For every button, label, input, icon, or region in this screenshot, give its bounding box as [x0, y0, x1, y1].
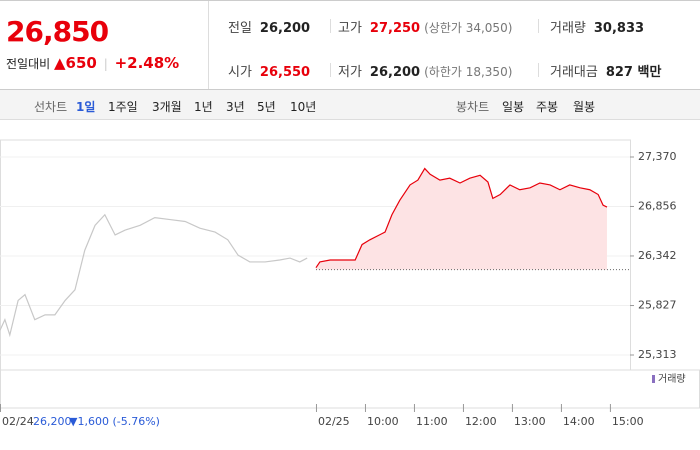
current-price-box: 26,850 전일대비 ▲650 | +2.48%	[0, 1, 209, 89]
change-rate: +2.48%	[114, 54, 180, 72]
candle-tab[interactable]: 월봉	[573, 100, 596, 114]
tab-group-label: 선차트	[34, 100, 68, 114]
x-tick-label: 02/24	[2, 415, 34, 428]
stat-value: 827 백만	[605, 65, 662, 80]
readout-price: 26,200	[33, 415, 72, 428]
y-tick-label: 25,313	[638, 348, 677, 361]
chart-tabs: 선차트 1일 1주일 3개월 1년 3년 5년 10년 봉차트 일봉 주봉 월봉	[0, 90, 700, 120]
x-tick-label: 02/25	[318, 415, 350, 428]
volume-legend-swatch	[652, 375, 655, 383]
stat: 거래량 30,833	[550, 17, 644, 36]
x-tick-label: 15:00	[612, 415, 644, 428]
y-tick-label: 26,342	[638, 249, 677, 262]
price-line	[315, 167, 608, 269]
period-tab[interactable]: 5년	[257, 100, 276, 114]
current-price: 26,850	[6, 15, 109, 48]
stat-note: (상한가 34,050)	[424, 21, 513, 35]
period-tab[interactable]: 1년	[194, 100, 213, 114]
tab-group-label: 봉차트	[456, 100, 490, 114]
period-tab[interactable]: 1주일	[108, 100, 138, 114]
stat-key: 거래대금	[550, 65, 598, 80]
area	[315, 168, 607, 270]
stat-key: 거래량	[550, 21, 586, 36]
candle-tab[interactable]: 일봉	[502, 100, 525, 114]
stat-key: 고가	[338, 21, 362, 36]
x-tick-label: 10:00	[367, 415, 399, 428]
stat: 전일 26,200	[228, 17, 310, 36]
y-tick-label: 27,370	[638, 150, 677, 163]
price-line	[0, 213, 308, 338]
x-tick-label: 13:00	[514, 415, 546, 428]
change: ▲650	[54, 54, 97, 72]
stat: 고가 27,250 (상한가 34,050)	[338, 17, 512, 36]
readout-change: ▼1,600 (-5.76%)	[69, 415, 160, 428]
stat-key: 시가	[228, 65, 252, 80]
stat-key: 전일	[228, 21, 252, 36]
stat-value: 26,200	[259, 21, 311, 36]
volume-frame	[0, 369, 700, 409]
volume-legend: 거래량	[658, 373, 686, 385]
period-tab[interactable]: 3개월	[152, 100, 182, 114]
period-tab[interactable]: 3년	[226, 100, 245, 114]
period-tab[interactable]: 10년	[290, 100, 317, 114]
stat-value: 27,250	[369, 21, 421, 36]
change-row: 전일대비 ▲650 | +2.48%	[6, 54, 180, 72]
stat-value: 30,833	[593, 21, 645, 36]
stat: 저가 26,200 (하한가 18,350)	[338, 61, 512, 80]
change-label: 전일대비	[6, 57, 51, 71]
chart: 27,370 26,856 26,342 25,827 25,313 거래량 02/24 02…	[0, 139, 700, 428]
stat: 시가 26,550	[228, 61, 310, 80]
stat-value: 26,550	[259, 65, 311, 80]
stat: 거래대금 827 백만	[550, 61, 661, 80]
stat-note: (하한가 18,350)	[424, 65, 513, 79]
x-tick-label: 11:00	[416, 415, 448, 428]
stat-key: 저가	[338, 65, 362, 80]
y-tick-label: 25,827	[638, 299, 677, 312]
period-tab[interactable]: 1일	[76, 100, 96, 114]
y-tick-label: 26,856	[638, 199, 677, 212]
quote-header: 26,850 전일대비 ▲650 | +2.48% 전일 26,200 고가 27,…	[0, 0, 700, 90]
x-tick-label: 12:00	[465, 415, 497, 428]
candle-tab[interactable]: 주봉	[536, 100, 559, 114]
x-tick-label: 14:00	[563, 415, 595, 428]
stat-value: 26,200	[369, 65, 421, 80]
